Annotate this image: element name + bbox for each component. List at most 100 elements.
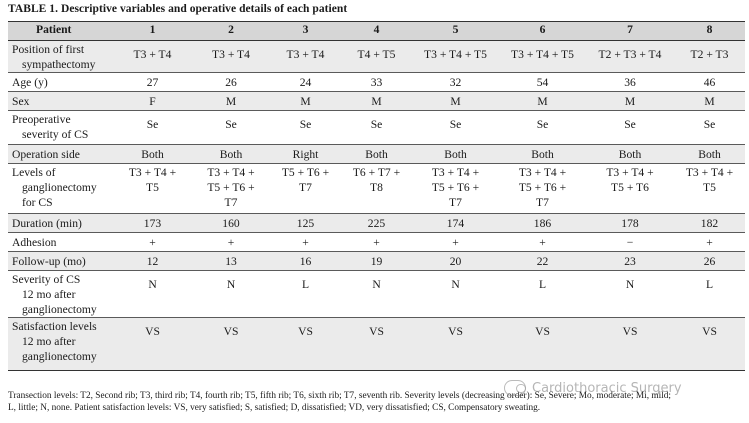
cell-line: Both <box>531 148 554 161</box>
table-cell-patient-7: 178 <box>586 213 674 233</box>
table-cell-patient-6: 186 <box>499 213 586 233</box>
cell-line: T7 <box>299 181 312 194</box>
cell-line: T3 + T4 + <box>606 166 654 179</box>
footnote-line: Transection levels: T2, Second rib; T3, … <box>8 391 671 401</box>
table-cell-patient-6: T3 + T4 + T5 <box>499 40 586 73</box>
table-cell-patient-4: 33 <box>341 72 412 92</box>
table-cell-patient-6: Both <box>499 144 586 164</box>
cell-line: F <box>149 95 156 108</box>
cell-line: Se <box>146 118 159 131</box>
cell-line: N <box>625 278 635 291</box>
row-label: Sex <box>8 91 113 111</box>
header-patient-label: Patient <box>8 21 113 41</box>
table-row: Operation side Both Both Right Both Both Both B… <box>8 144 745 164</box>
row-label: Age (y) <box>8 72 113 92</box>
cell-line: N <box>226 278 236 291</box>
cell-line: Se <box>536 118 549 131</box>
table-cell-patient-1: 173 <box>113 213 192 233</box>
row-label-line: Adhesion <box>12 236 57 249</box>
table-cell-patient-6: VS <box>499 317 586 371</box>
cell-line: T2 + T3 <box>690 48 729 61</box>
cell-line: 173 <box>143 217 162 230</box>
cell-line: M <box>704 95 715 108</box>
table-cell-patient-8: VS <box>674 317 745 371</box>
cell-line: N <box>372 278 381 291</box>
table-cell-patient-8: 46 <box>674 72 745 92</box>
cell-line: T3 + T4 + <box>207 166 255 179</box>
table-cell-patient-2: M <box>192 91 270 111</box>
table-cell-patient-6: T3 + T4 + T5 + T6 + T7 <box>499 163 586 214</box>
cell-line: VS <box>223 325 239 338</box>
table-cell-patient-1: 12 <box>113 251 192 271</box>
cell-line: T5 + T6 + <box>431 181 480 194</box>
cell-line: T3 + T4 <box>212 48 250 61</box>
table-cell-patient-3: + <box>270 232 341 252</box>
table-cell-patient-2: T3 + T4 <box>192 40 270 73</box>
row-label-line: sympathectomy <box>22 58 96 71</box>
cell-line: T3 + T4 + T5 <box>424 48 487 61</box>
table-cell-patient-1: F <box>113 91 192 111</box>
cell-line: T5 <box>146 181 159 194</box>
table-cell-patient-7: T2 + T3 + T4 <box>586 40 674 73</box>
table-cell-patient-3: 125 <box>270 213 341 233</box>
cell-line: Se <box>449 118 462 131</box>
table-cell-patient-5: N <box>412 270 499 318</box>
cell-line: 19 <box>370 255 383 268</box>
table-cell-patient-1: Both <box>113 144 192 164</box>
table-cell-patient-7: 36 <box>586 72 674 92</box>
table-cell-patient-1: T3 + T4 + T5 <box>113 163 192 214</box>
row-label-line: ganglionectomy <box>22 350 97 363</box>
table-cell-patient-3: M <box>270 91 341 111</box>
cell-line: Both <box>141 148 164 161</box>
cell-line: 16 <box>299 255 312 268</box>
cell-line: L <box>538 278 547 291</box>
table-cell-patient-3: VS <box>270 317 341 371</box>
cell-line: + <box>227 236 235 249</box>
cell-line: T5 + T6 + <box>518 181 567 194</box>
cell-line: N <box>148 278 157 291</box>
table-cell-patient-2: N <box>192 270 270 318</box>
row-label-line: 12 mo after <box>22 288 76 301</box>
cell-line: 160 <box>222 217 240 230</box>
table-cell-patient-3: 24 <box>270 72 341 92</box>
header-patient-3: 3 <box>270 21 341 41</box>
table-cell-patient-8: + <box>674 232 745 252</box>
cell-line: T3 + T4 + <box>128 166 177 179</box>
table-cell-patient-7: Se <box>586 110 674 145</box>
cell-line: Both <box>219 148 243 161</box>
cell-line: Both <box>698 148 721 161</box>
table-cell-patient-5: 32 <box>412 72 499 92</box>
table-cell-patient-4: T4 + T5 <box>341 40 412 73</box>
cell-line: VS <box>622 325 638 338</box>
cell-line: L <box>301 278 310 291</box>
table-cell-patient-3: 16 <box>270 251 341 271</box>
cell-line: 174 <box>446 217 465 230</box>
cell-line: + <box>373 236 380 249</box>
table-cell-patient-6: L <box>499 270 586 318</box>
table-cell-patient-4: Se <box>341 110 412 145</box>
table-cell-patient-7: N <box>586 270 674 318</box>
row-label-line: Satisfaction levels <box>12 320 97 333</box>
table-cell-patient-1: VS <box>113 317 192 371</box>
table-row: Severity of CS 12 mo after ganglionectomy N… <box>8 270 745 318</box>
row-label-line: Preoperative <box>12 113 71 126</box>
cell-line: VS <box>448 325 463 338</box>
table-cell-patient-4: T6 + T7 + T8 <box>341 163 412 214</box>
row-label-line: Age (y) <box>12 76 48 89</box>
table-cell-patient-8: 182 <box>674 213 745 233</box>
table-row: Levels of ganglionectomy for CS T3 + T4 + T5… <box>8 163 745 214</box>
cell-line: Se <box>370 118 383 131</box>
row-label: Severity of CS 12 mo after ganglionectomy <box>8 270 113 318</box>
cell-line: T8 <box>370 181 383 194</box>
row-label: Adhesion <box>8 232 113 252</box>
row-label-line: for CS <box>22 196 53 209</box>
row-label: Duration (min) <box>8 213 113 233</box>
table-cell-patient-7: T3 + T4 + T5 + T6 <box>586 163 674 214</box>
table-row: Sex F M M M M M M M <box>8 91 745 111</box>
cell-line: T3 + T4 + <box>431 166 480 179</box>
header-patient-4: 4 <box>341 21 412 41</box>
table-cell-patient-8: T3 + T4 + T5 <box>674 163 745 214</box>
cell-line: 24 <box>299 76 312 89</box>
table-cell-patient-7: VS <box>586 317 674 371</box>
